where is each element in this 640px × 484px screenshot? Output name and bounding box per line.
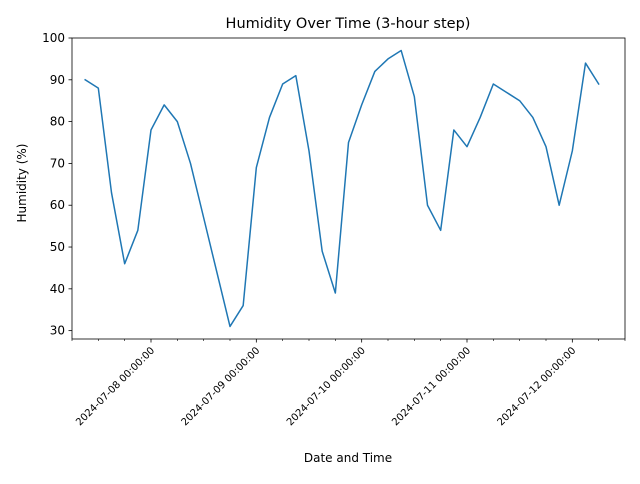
data-point <box>360 103 364 107</box>
data-point <box>584 61 588 65</box>
data-point <box>136 228 140 232</box>
y-tick-label: 50 <box>50 240 65 254</box>
axes-frame <box>71 37 626 340</box>
x-tick-label: 2024-07-08 00:00:00 <box>74 345 157 428</box>
data-point <box>386 57 390 61</box>
x-tick-label: 2024-07-11 00:00:00 <box>390 345 473 428</box>
chart-title: Humidity Over Time (3-hour step) <box>226 16 471 32</box>
data-point <box>228 324 232 328</box>
data-point <box>478 115 482 119</box>
data-point <box>544 145 548 149</box>
y-tick-label: 90 <box>50 73 65 87</box>
y-tick-label: 40 <box>50 282 65 296</box>
data-point <box>110 191 114 195</box>
x-tick-label: 2024-07-12 00:00:00 <box>496 345 579 428</box>
data-point <box>557 203 561 207</box>
data-point <box>189 161 193 165</box>
data-point <box>149 128 153 132</box>
data-point <box>241 304 245 308</box>
data-point <box>254 166 258 170</box>
y-tick-label: 100 <box>42 31 65 45</box>
data-point <box>347 141 351 145</box>
data-point <box>307 149 311 153</box>
series-line-0 <box>84 49 600 328</box>
data-point <box>439 228 443 232</box>
y-tick-label: 70 <box>50 156 65 170</box>
data-point <box>162 103 166 107</box>
data-point <box>83 78 87 82</box>
data-point <box>597 82 601 86</box>
data-point <box>373 69 377 73</box>
data-point <box>215 270 219 274</box>
data-point <box>202 216 206 220</box>
data-point <box>505 90 509 94</box>
y-axis-label: Humidity (%) <box>15 144 29 223</box>
data-point <box>333 291 337 295</box>
data-point <box>123 262 127 266</box>
y-tick-label: 80 <box>50 115 65 129</box>
data-point <box>452 128 456 132</box>
data-point <box>281 82 285 86</box>
data-point <box>268 115 272 119</box>
x-tick-label: 2024-07-09 00:00:00 <box>180 345 263 428</box>
data-point <box>570 149 574 153</box>
y-tick-label: 30 <box>50 324 65 338</box>
data-point <box>412 95 416 99</box>
data-point <box>531 115 535 119</box>
x-tick-label: 2024-07-10 00:00:00 <box>285 345 368 428</box>
data-point <box>399 49 403 53</box>
data-point <box>96 86 100 90</box>
data-point <box>294 74 298 78</box>
data-point <box>518 99 522 103</box>
data-point <box>320 249 324 253</box>
plot-area: 30 40 50 60 70 80 90 100 2024-07-08 00:00:00 2024… <box>42 31 626 428</box>
data-point <box>491 82 495 86</box>
x-axis-label: Date and Time <box>304 451 392 465</box>
data-point <box>465 145 469 149</box>
data-point <box>175 120 179 124</box>
data-point <box>426 203 430 207</box>
y-tick-label: 60 <box>50 198 65 212</box>
